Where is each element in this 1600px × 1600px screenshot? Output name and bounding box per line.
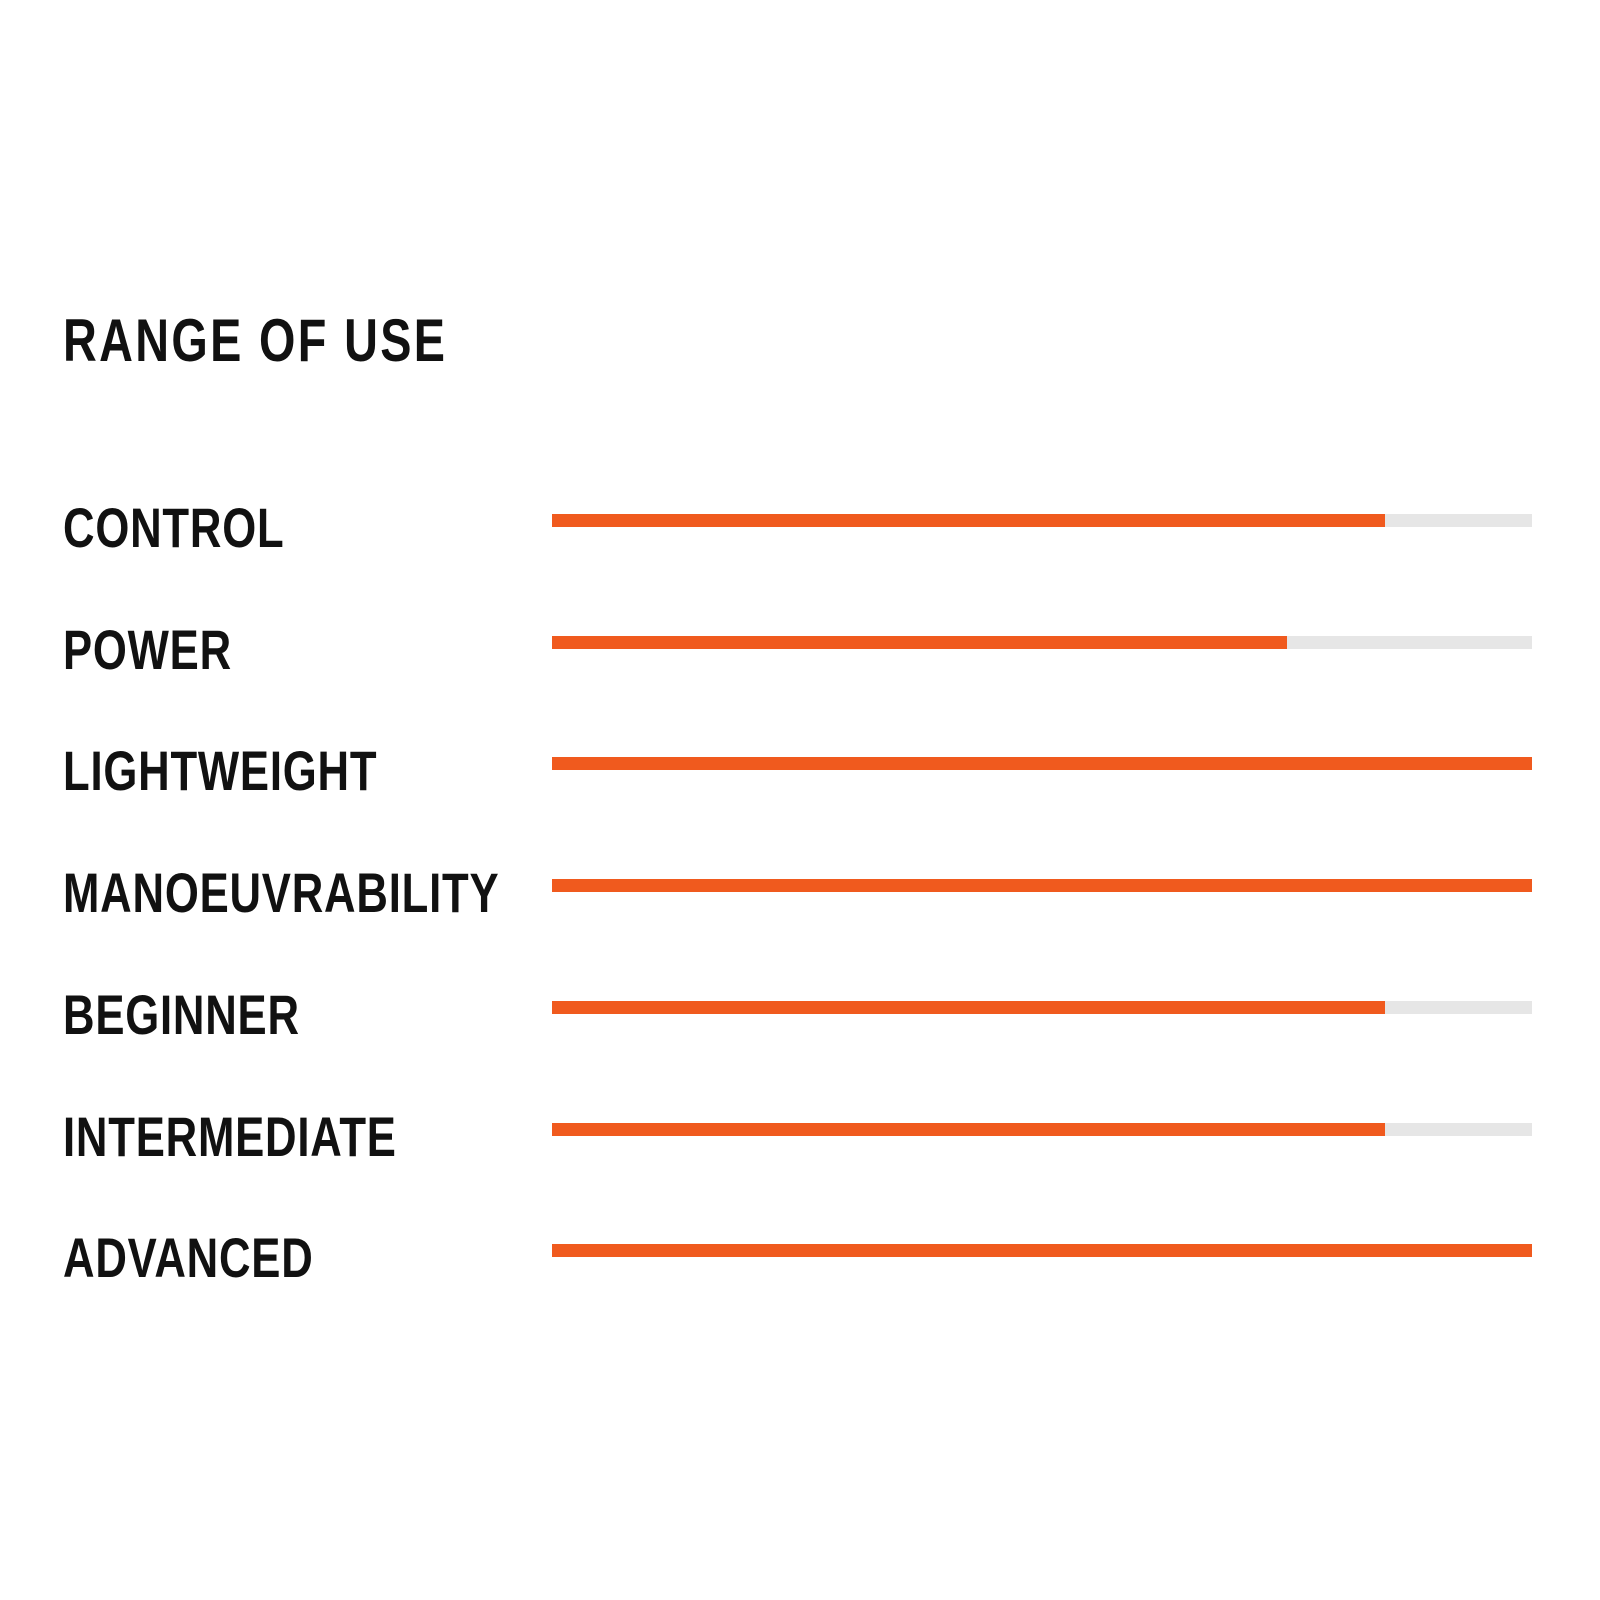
bar-fill-power xyxy=(552,635,1287,649)
bar-track-lightweight xyxy=(552,757,1532,771)
bar-label-advanced: ADVANCED xyxy=(63,1226,314,1290)
bar-track-manoeuvrability xyxy=(552,879,1532,893)
bar-track-intermediate xyxy=(552,1122,1532,1136)
bar-fill-manoeuvrability xyxy=(552,879,1532,893)
bar-fill-advanced xyxy=(552,1244,1532,1258)
bar-label-intermediate: INTERMEDIATE xyxy=(63,1104,397,1168)
bar-track-power xyxy=(552,635,1532,649)
bar-fill-beginner xyxy=(552,1000,1385,1014)
bar-fill-control xyxy=(552,514,1385,527)
bar-label-lightweight: LIGHTWEIGHT xyxy=(63,739,378,803)
bar-track-advanced xyxy=(552,1244,1532,1258)
bar-label-control: CONTROL xyxy=(63,496,285,559)
bar-track-control xyxy=(552,514,1532,527)
bar-fill-lightweight xyxy=(552,757,1532,771)
bar-label-beginner: BEGINNER xyxy=(63,982,300,1046)
bar-label-manoeuvrability: MANOEUVRABILITY xyxy=(63,861,500,925)
chart-title: RANGE OF USE xyxy=(63,307,448,374)
bar-label-power: POWER xyxy=(63,617,232,681)
bar-fill-intermediate xyxy=(552,1122,1385,1136)
bar-track-beginner xyxy=(552,1000,1532,1014)
